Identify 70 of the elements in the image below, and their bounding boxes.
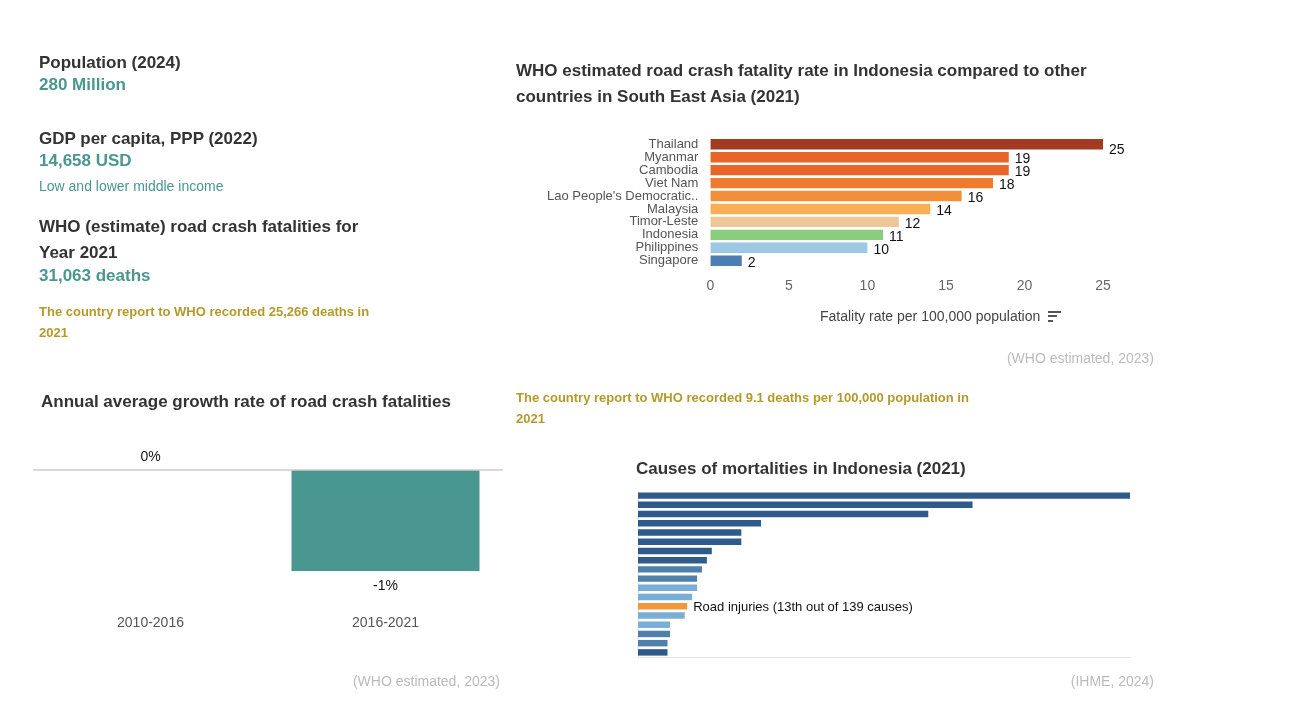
text: The country report to WHO recorded 25,266 deaths in 2021 bbox=[39, 303, 371, 342]
bar bbox=[710, 229, 884, 241]
text: (WHO estimated, 2023) bbox=[1005, 350, 1154, 366]
text: GDP per capita, PPP (2022) bbox=[39, 128, 259, 150]
bar bbox=[710, 152, 1009, 163]
x-tick-label: 5 bbox=[784, 277, 793, 294]
bar bbox=[710, 139, 1103, 150]
text: Population (2024) bbox=[39, 52, 182, 74]
text: Low and lower middle income bbox=[39, 178, 224, 194]
y-tick-label: Myanmar bbox=[644, 148, 699, 164]
bar bbox=[638, 612, 685, 619]
text: 280 Million bbox=[39, 75, 126, 95]
y-tick-label: Lao People's Democratic.. bbox=[546, 187, 699, 203]
bar bbox=[638, 492, 1130, 499]
x-tick-label: 10 bbox=[859, 277, 876, 294]
text: 14,658 USD bbox=[39, 151, 132, 171]
data-label: 25 bbox=[1109, 141, 1125, 158]
bar bbox=[638, 520, 761, 527]
text: 31,063 deaths bbox=[39, 266, 151, 286]
bar bbox=[710, 242, 868, 253]
text: WHO (estimate) road crash fatalities for Year 2021 bbox=[39, 216, 360, 264]
data-label: 16 bbox=[967, 188, 984, 205]
data-label: 0% bbox=[140, 447, 161, 464]
y-tick-label: Road injuries (13th out of 139 causes) bbox=[693, 598, 913, 614]
x-tick-label: 15 bbox=[938, 277, 954, 294]
chart-title: Causes of mortalities in Indonesia (2021) bbox=[636, 459, 966, 479]
text: (WHO estimated, 2023) bbox=[351, 673, 500, 689]
x-tick-label: 2016-2021 bbox=[352, 614, 420, 631]
text: The country report to WHO recorded 9.1 deaths per 100,000 population in 2021 bbox=[516, 389, 970, 428]
y-tick-label: Malaysia bbox=[647, 200, 700, 216]
data-label: 18 bbox=[999, 175, 1015, 192]
bar bbox=[638, 556, 707, 564]
data-label: -1% bbox=[373, 577, 398, 594]
bar bbox=[638, 547, 712, 555]
bar bbox=[638, 621, 670, 628]
y-tick-label: Indonesia bbox=[641, 226, 700, 242]
data-label: 2 bbox=[747, 253, 756, 270]
bar bbox=[638, 538, 742, 545]
data-label: 10 bbox=[873, 240, 890, 257]
y-tick-label: Viet Nam bbox=[645, 174, 699, 190]
bar bbox=[710, 203, 931, 215]
bar bbox=[710, 216, 899, 228]
bar bbox=[638, 603, 688, 610]
chart-title: WHO estimated road crash fatality rate in Indonesia compared to other countries in South East Asia (2021) bbox=[516, 60, 1088, 108]
bar bbox=[638, 501, 973, 509]
bar bbox=[710, 255, 742, 266]
bar bbox=[638, 584, 698, 592]
bar bbox=[638, 575, 698, 582]
chart-title: Annual average growth rate of road crash fatalities bbox=[41, 392, 452, 412]
bar bbox=[638, 593, 693, 601]
bar bbox=[638, 529, 742, 536]
bar bbox=[638, 510, 929, 518]
bar bbox=[710, 164, 1009, 176]
data-label: 12 bbox=[904, 214, 921, 231]
bar bbox=[638, 630, 670, 638]
data-label: 14 bbox=[936, 201, 953, 218]
x-tick-label: 0 bbox=[706, 277, 715, 294]
x-tick-label: 20 bbox=[1016, 277, 1033, 294]
bar bbox=[710, 190, 962, 202]
text: (IHME, 2024) bbox=[1069, 673, 1154, 689]
x-axis-title: Fatality rate per 100,000 population bbox=[820, 308, 1041, 324]
x-tick-label: 25 bbox=[1095, 277, 1111, 294]
data-label: 11 bbox=[889, 227, 904, 244]
y-tick-label: Philippines bbox=[635, 239, 699, 255]
x-tick-label: 2010-2016 bbox=[117, 614, 185, 631]
bar bbox=[638, 566, 702, 573]
bar bbox=[638, 639, 668, 647]
y-tick-label: Thailand bbox=[648, 135, 699, 151]
bar bbox=[638, 649, 668, 656]
bar bbox=[710, 177, 994, 189]
